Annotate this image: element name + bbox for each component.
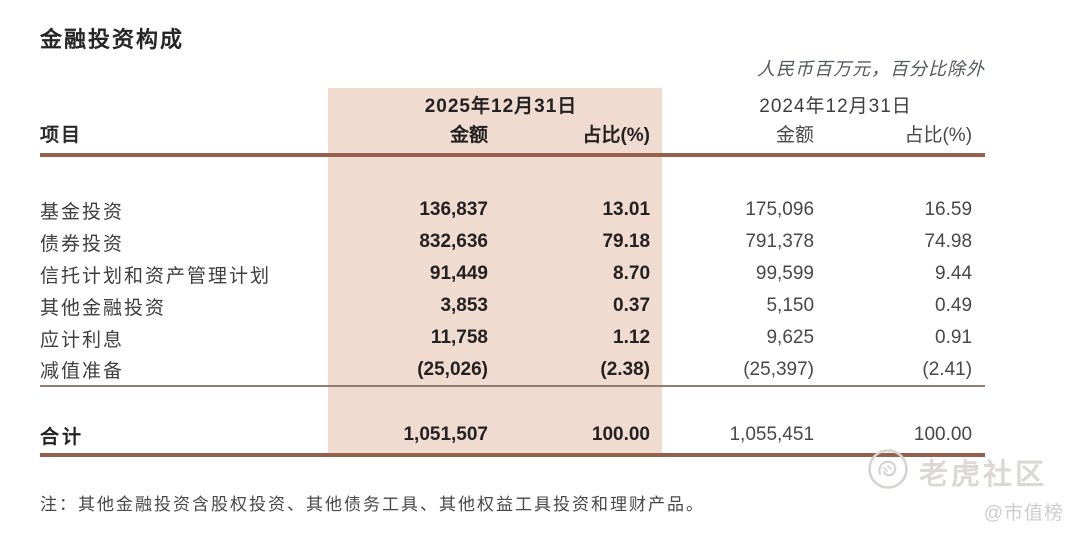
currency-unit-note: 人民币百万元，百分比除外 [757,59,985,79]
cell-pct-2025: 13.01 [496,194,663,226]
total-pct-2025: 100.00 [496,417,663,457]
cell-amount-2025: 136,837 [328,194,496,226]
cell-pct-2024: 0.91 [935,327,973,348]
cell-pct-2024: 16.59 [924,199,973,220]
row-label: 信托计划和资产管理计划 [40,265,272,287]
watermark-community-name: 老虎社区 [918,458,1047,491]
cell-amount-2025: 832,636 [328,226,496,258]
year-header-row: 2025年12月31日 2024年12月31日 [40,88,985,120]
cell-amount-2024: 9,625 [766,327,815,348]
blank-cell [40,88,328,120]
table-row: 其他金融投资 3,853 0.37 5,150 0.49 [40,290,985,322]
watermark: 老虎社区 @市值榜 [850,448,1080,525]
row-label: 其他金融投资 [40,297,167,319]
cell-pct-2024: 9.44 [935,263,973,284]
table-area: 2025年12月31日 2024年12月31日 项目 金额 占比(%) 金额 占… [40,88,986,457]
row-label: 基金投资 [40,201,125,223]
amount-header-2025: 金额 [328,120,496,157]
cell-pct-2024: 74.98 [924,231,973,252]
item-column-header: 项目 [40,120,328,157]
pct-header-2024: 占比(%) [823,120,986,157]
spacer-row [40,155,985,194]
cell-amount-2024: 99,599 [755,263,815,284]
cell-amount-2024: 791,378 [745,231,815,252]
table-row: 债券投资 832,636 79.18 791,378 74.98 [40,226,985,258]
cell-pct-2024: (2.41) [922,358,973,380]
pct-header-2025: 占比(%) [496,120,663,157]
cell-pct-2025: (2.38) [496,354,663,386]
table-row: 应计利息 11,758 1.12 9,625 0.91 [40,322,985,354]
financial-investment-table: 2025年12月31日 2024年12月31日 项目 金额 占比(%) 金额 占… [40,88,986,457]
table-row: 基金投资 136,837 13.01 175,096 16.59 [40,194,985,226]
tiger-logo-icon [867,448,909,495]
cell-amount-2025: 11,758 [328,322,496,354]
page-title: 金融投资构成 [40,27,185,52]
watermark-handle-row: @市值榜 [850,498,1080,525]
cell-amount-2025: 3,853 [328,290,496,322]
cell-amount-2025: (25,026) [328,354,496,386]
table-row: 信托计划和资产管理计划 91,449 8.70 99,599 9.44 [40,258,985,290]
cell-pct-2025: 8.70 [496,258,663,290]
amount-header-2024: 金额 [662,120,824,157]
total-amount-2025: 1,051,507 [328,417,496,457]
total-amount-2024: 1,055,451 [662,417,824,457]
cell-pct-2024: 0.49 [935,295,973,316]
watermark-brand-row: 老虎社区 [850,448,1080,495]
row-label: 应计利息 [40,329,125,351]
column-header-2024: 2024年12月31日 [759,95,912,117]
total-pct-2024: 100.00 [823,417,986,457]
table-row: 减值准备 (25,026) (2.38) (25,397) (2.41) [40,354,985,386]
footnote: 注：其他金融投资含股权投资、其他债务工具、其他权益工具投资和理财产品。 [40,495,705,514]
sub-header-row: 项目 金额 占比(%) 金额 占比(%) [40,120,986,157]
column-header-2025: 2025年12月31日 [328,88,663,120]
cell-pct-2025: 79.18 [496,226,663,258]
row-label: 减值准备 [40,361,125,382]
cell-amount-2025: 91,449 [328,258,496,290]
cell-amount-2024: 5,150 [766,295,815,316]
cell-pct-2025: 1.12 [496,322,663,354]
total-row: 合计 1,051,507 100.00 1,055,451 100.00 [40,417,986,457]
watermark-handle: @市值榜 [983,503,1064,524]
cell-amount-2024: (25,397) [743,358,815,380]
cell-amount-2024: 175,096 [745,199,815,220]
spacer-row-above-total [40,385,986,417]
row-label: 债券投资 [40,233,125,255]
cell-pct-2025: 0.37 [496,290,663,322]
total-label: 合计 [40,417,328,457]
